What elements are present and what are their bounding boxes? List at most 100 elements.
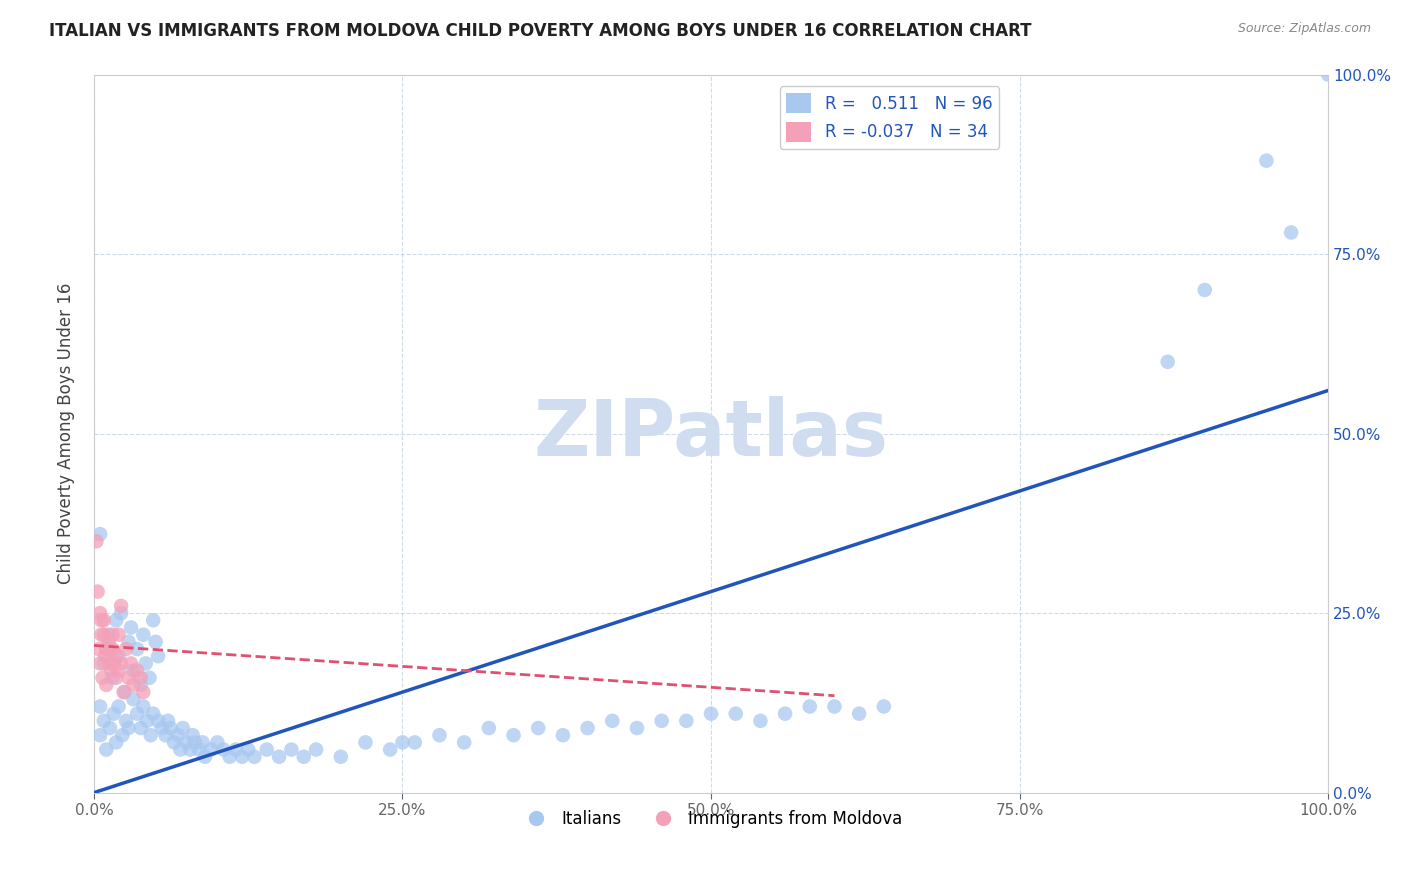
Point bbox=[238, 742, 260, 756]
Point bbox=[181, 728, 204, 742]
Point bbox=[600, 714, 623, 728]
Point bbox=[89, 728, 111, 742]
Point bbox=[848, 706, 870, 721]
Point bbox=[127, 706, 149, 721]
Point bbox=[89, 699, 111, 714]
Point bbox=[799, 699, 821, 714]
Point bbox=[129, 678, 152, 692]
Point bbox=[136, 714, 159, 728]
Point bbox=[93, 657, 115, 671]
Y-axis label: Child Poverty Among Boys Under 16: Child Poverty Among Boys Under 16 bbox=[58, 283, 75, 584]
Point bbox=[127, 642, 149, 657]
Point bbox=[724, 706, 747, 721]
Point bbox=[132, 699, 155, 714]
Point bbox=[89, 527, 111, 541]
Point bbox=[105, 671, 128, 685]
Point bbox=[97, 657, 120, 671]
Point bbox=[110, 599, 132, 613]
Point bbox=[117, 671, 139, 685]
Point bbox=[146, 649, 169, 664]
Point bbox=[91, 671, 114, 685]
Point bbox=[114, 685, 136, 699]
Point bbox=[166, 728, 188, 742]
Point bbox=[280, 742, 302, 756]
Point bbox=[155, 728, 177, 742]
Point bbox=[90, 613, 112, 627]
Point bbox=[378, 742, 401, 756]
Point bbox=[122, 692, 145, 706]
Point bbox=[111, 728, 134, 742]
Point bbox=[86, 584, 108, 599]
Point bbox=[873, 699, 896, 714]
Point bbox=[120, 620, 142, 634]
Text: Source: ZipAtlas.com: Source: ZipAtlas.com bbox=[1237, 22, 1371, 36]
Text: ITALIAN VS IMMIGRANTS FROM MOLDOVA CHILD POVERTY AMONG BOYS UNDER 16 CORRELATION: ITALIAN VS IMMIGRANTS FROM MOLDOVA CHILD… bbox=[49, 22, 1032, 40]
Point bbox=[225, 742, 247, 756]
Point bbox=[110, 606, 132, 620]
Point bbox=[101, 671, 124, 685]
Point bbox=[156, 714, 179, 728]
Point bbox=[626, 721, 648, 735]
Point bbox=[391, 735, 413, 749]
Point bbox=[527, 721, 550, 735]
Point bbox=[194, 749, 217, 764]
Text: ZIPatlas: ZIPatlas bbox=[533, 395, 889, 472]
Point bbox=[218, 749, 240, 764]
Point bbox=[172, 721, 194, 735]
Point bbox=[267, 749, 290, 764]
Point bbox=[159, 721, 181, 735]
Point bbox=[101, 628, 124, 642]
Point bbox=[115, 642, 138, 657]
Point bbox=[132, 685, 155, 699]
Point bbox=[404, 735, 426, 749]
Point bbox=[243, 749, 266, 764]
Point bbox=[453, 735, 475, 749]
Point bbox=[117, 635, 139, 649]
Point bbox=[129, 671, 152, 685]
Point bbox=[100, 664, 122, 678]
Point bbox=[1317, 68, 1340, 82]
Point bbox=[96, 642, 118, 657]
Point bbox=[120, 657, 142, 671]
Point bbox=[93, 613, 115, 627]
Point bbox=[98, 721, 121, 735]
Point bbox=[551, 728, 574, 742]
Point bbox=[142, 613, 165, 627]
Point bbox=[823, 699, 845, 714]
Point bbox=[97, 628, 120, 642]
Point bbox=[103, 657, 125, 671]
Point bbox=[329, 749, 352, 764]
Point bbox=[354, 735, 377, 749]
Point bbox=[212, 742, 235, 756]
Point bbox=[86, 534, 108, 549]
Point bbox=[105, 613, 128, 627]
Point bbox=[146, 714, 169, 728]
Point bbox=[163, 735, 186, 749]
Point bbox=[97, 635, 120, 649]
Point bbox=[93, 714, 115, 728]
Point bbox=[115, 714, 138, 728]
Point bbox=[87, 642, 110, 657]
Point bbox=[1157, 355, 1180, 369]
Point bbox=[96, 742, 118, 756]
Point bbox=[1279, 226, 1302, 240]
Point bbox=[773, 706, 796, 721]
Legend: Italians, Immigrants from Moldova: Italians, Immigrants from Moldova bbox=[513, 804, 910, 835]
Point bbox=[1256, 153, 1278, 168]
Point bbox=[107, 649, 129, 664]
Point bbox=[107, 699, 129, 714]
Point bbox=[502, 728, 524, 742]
Point bbox=[169, 742, 191, 756]
Point bbox=[110, 657, 132, 671]
Point bbox=[117, 721, 139, 735]
Point bbox=[184, 735, 207, 749]
Point bbox=[179, 742, 201, 756]
Point bbox=[135, 657, 157, 671]
Point bbox=[107, 628, 129, 642]
Point bbox=[105, 649, 128, 664]
Point bbox=[700, 706, 723, 721]
Point bbox=[1194, 283, 1216, 297]
Point bbox=[90, 628, 112, 642]
Point bbox=[129, 721, 152, 735]
Point bbox=[675, 714, 697, 728]
